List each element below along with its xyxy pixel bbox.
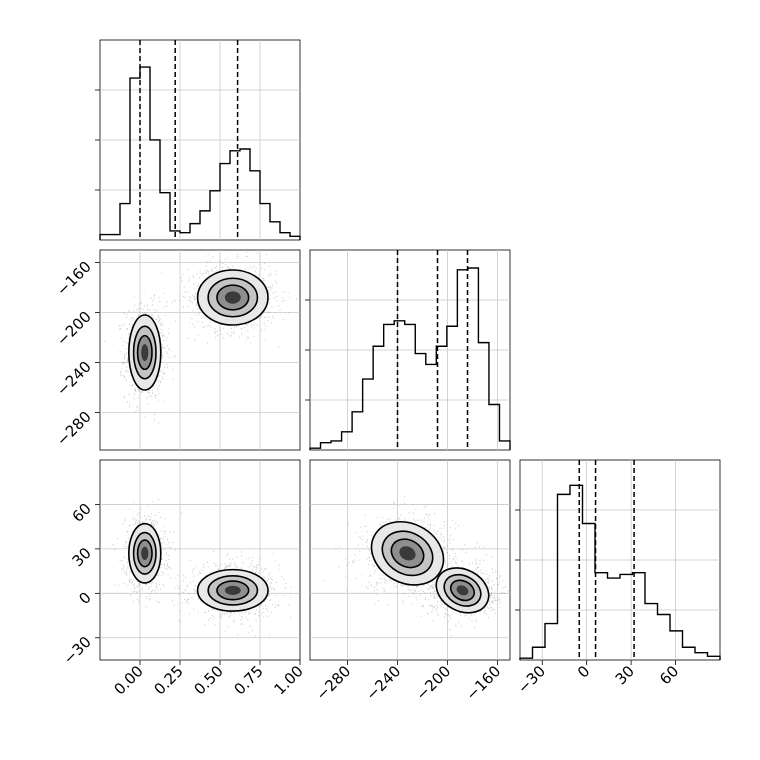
hist-panel-p0: [95, 40, 300, 240]
x-tick-label-p1: −240: [362, 662, 404, 704]
x-tick-label-p1: −160: [462, 662, 504, 704]
x-tick-label-p0: 0.25: [150, 662, 186, 698]
x-tick-label-p2: −30: [514, 662, 549, 697]
x-tick-label-p2: 60: [656, 662, 682, 688]
y-tick-label-p1: −280: [53, 408, 95, 450]
x-tick-label-p0: 0.75: [230, 662, 266, 698]
x-tick-label-p0: 1.00: [270, 662, 306, 698]
y-tick-label-p1: −240: [53, 358, 95, 400]
x-tick-label-p0: 0.50: [190, 662, 226, 698]
x-tick-label-p1: −200: [412, 662, 454, 704]
y-tick-label-p1: −160: [53, 258, 95, 300]
density-fill: [141, 344, 148, 361]
density-fill: [225, 291, 241, 303]
x-tick-label-p2: 30: [612, 662, 638, 688]
scatter-panel-p0-p2: [100, 460, 300, 660]
y-tick-label-p2: 0: [75, 588, 94, 607]
density-fill: [141, 547, 148, 560]
hist-panel-p2: [515, 460, 720, 660]
x-tick-label-p2: 0: [574, 662, 593, 681]
x-tick-label-p0: 0.00: [110, 662, 146, 698]
y-tick-label-p2: 30: [69, 544, 95, 570]
scatter-panel-p1-p2: [310, 460, 510, 660]
scatter-panel-p0-p1: [100, 250, 300, 450]
hist-panel-p1: [305, 250, 510, 450]
x-tick-label-p1: −280: [312, 662, 354, 704]
y-tick-label-p1: −200: [53, 308, 95, 350]
y-tick-label-p2: −30: [60, 633, 95, 668]
y-tick-label-p2: 60: [69, 500, 95, 526]
density-fill: [225, 586, 241, 595]
